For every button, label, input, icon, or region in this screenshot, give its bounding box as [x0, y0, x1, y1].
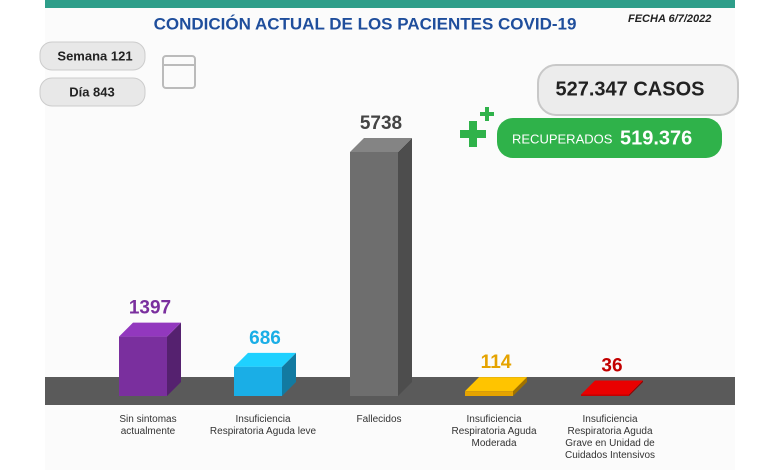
bar	[234, 366, 282, 396]
recovered-value: 519.376	[620, 127, 692, 149]
recovered-pill	[497, 118, 722, 158]
value-label: 114	[481, 352, 512, 373]
x-tick-label: Insuficiencia Respiratoria Aguda leve	[209, 414, 317, 437]
value-label: 5738	[360, 113, 402, 134]
date: FECHA 6/7/2022	[628, 13, 711, 25]
day-pill	[39, 77, 146, 107]
bar-side	[282, 352, 296, 396]
bar-side	[167, 322, 181, 396]
day: Día 843	[69, 84, 115, 99]
bar	[119, 336, 167, 396]
week: Semana 121	[57, 48, 132, 63]
value-label: 686	[249, 328, 281, 349]
x-tick-label: Insuficiencia Respiratoria Aguda Grave e…	[564, 414, 656, 461]
bar-side	[629, 380, 643, 396]
bar-top	[465, 377, 527, 392]
bar	[350, 152, 398, 396]
calendar-icon	[162, 55, 196, 89]
chart-title: CONDICIÓN ACTUAL DE LOS PACIENTES COVID-…	[154, 14, 577, 33]
bar-top	[234, 352, 296, 367]
x-tick-label: Sin sintomas actualmente	[119, 414, 177, 437]
bar-top	[350, 138, 412, 152]
plus-icon	[460, 107, 494, 147]
recovered-label: RECUPERADOS	[512, 131, 613, 146]
bar-top	[581, 380, 643, 395]
bar-top	[119, 322, 181, 337]
cases-pill	[537, 64, 739, 116]
bar-side	[513, 377, 527, 396]
bar-side	[398, 138, 412, 396]
bar	[581, 394, 629, 396]
week-pill	[39, 41, 146, 71]
bar	[465, 391, 513, 396]
x-tick-label: Fallecidos	[356, 414, 402, 425]
x-tick-label: Insuficiencia Respiratoria Aguda Moderad…	[451, 414, 537, 449]
top-strip	[45, 0, 735, 8]
cases: 527.347 CASOS	[556, 78, 705, 100]
value-label: 1397	[129, 298, 171, 319]
value-label: 36	[601, 355, 622, 376]
